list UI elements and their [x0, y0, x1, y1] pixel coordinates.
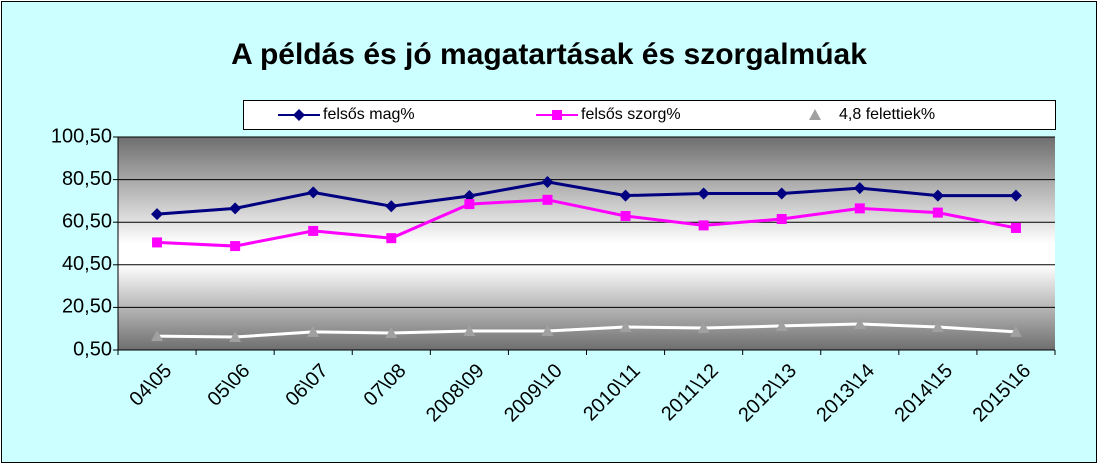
y-tick-label: 0,50: [73, 338, 112, 360]
data-point: [464, 199, 475, 210]
chart-title: A példás és jó magatartásak és szorgalmú…: [231, 38, 867, 71]
legend-marker: [293, 109, 305, 121]
legend-marker: [552, 110, 562, 120]
data-point: [1010, 222, 1021, 233]
data-point: [385, 200, 398, 213]
data-point: [542, 194, 553, 205]
data-point: [230, 241, 241, 252]
data-point: [308, 225, 319, 236]
data-point: [386, 233, 397, 244]
data-point: [776, 214, 787, 225]
data-point: [697, 322, 710, 334]
y-tick-label: 80,50: [62, 168, 112, 190]
data-point: [541, 325, 554, 337]
data-point: [775, 319, 788, 331]
data-point: [854, 203, 865, 214]
y-tick-label: 60,50: [62, 210, 112, 232]
data-point: [932, 207, 943, 218]
data-point: [853, 318, 866, 330]
data-point: [931, 189, 944, 202]
data-point: [151, 330, 164, 342]
data-point: [1009, 189, 1022, 202]
y-tick-label: 40,50: [62, 253, 112, 275]
plot-area: [118, 137, 1055, 350]
legend-label: felsős szorg%: [581, 106, 681, 123]
legend-marker: [809, 109, 821, 120]
data-point: [229, 331, 242, 343]
data-point: [151, 208, 164, 221]
data-point: [775, 187, 788, 200]
data-point: [697, 187, 710, 200]
y-tick-label: 100,50: [51, 125, 112, 147]
data-point: [307, 186, 320, 199]
legend-label: 4,8 felettiek%: [839, 106, 935, 123]
data-point: [620, 211, 631, 222]
data-point: [698, 220, 709, 231]
data-point: [307, 325, 320, 337]
data-point: [463, 190, 476, 203]
series-line: [156, 198, 1017, 248]
data-point: [853, 182, 866, 195]
legend-box: [243, 100, 1056, 130]
data-point: [619, 189, 632, 202]
data-point: [463, 325, 476, 337]
data-point: [541, 175, 554, 188]
data-point: [1009, 325, 1022, 337]
legend-label: felsős mag%: [323, 106, 415, 123]
data-point: [931, 320, 944, 332]
data-point: [385, 326, 398, 338]
data-point: [152, 237, 163, 248]
series-line: [157, 322, 1017, 339]
y-tick-label: 20,50: [62, 296, 112, 318]
series-line: [156, 180, 1016, 216]
data-point: [619, 320, 632, 332]
data-point: [229, 202, 242, 215]
